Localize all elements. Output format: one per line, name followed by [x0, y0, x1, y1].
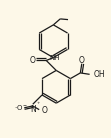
Text: $^+$: $^+$	[36, 101, 42, 106]
Text: NH: NH	[49, 55, 60, 61]
Text: O: O	[42, 106, 48, 115]
Text: $\cdot$O$^-$: $\cdot$O$^-$	[14, 103, 28, 112]
Text: O: O	[30, 56, 36, 65]
Text: O: O	[79, 56, 85, 65]
Text: OH: OH	[94, 70, 105, 79]
Text: N: N	[30, 105, 36, 114]
